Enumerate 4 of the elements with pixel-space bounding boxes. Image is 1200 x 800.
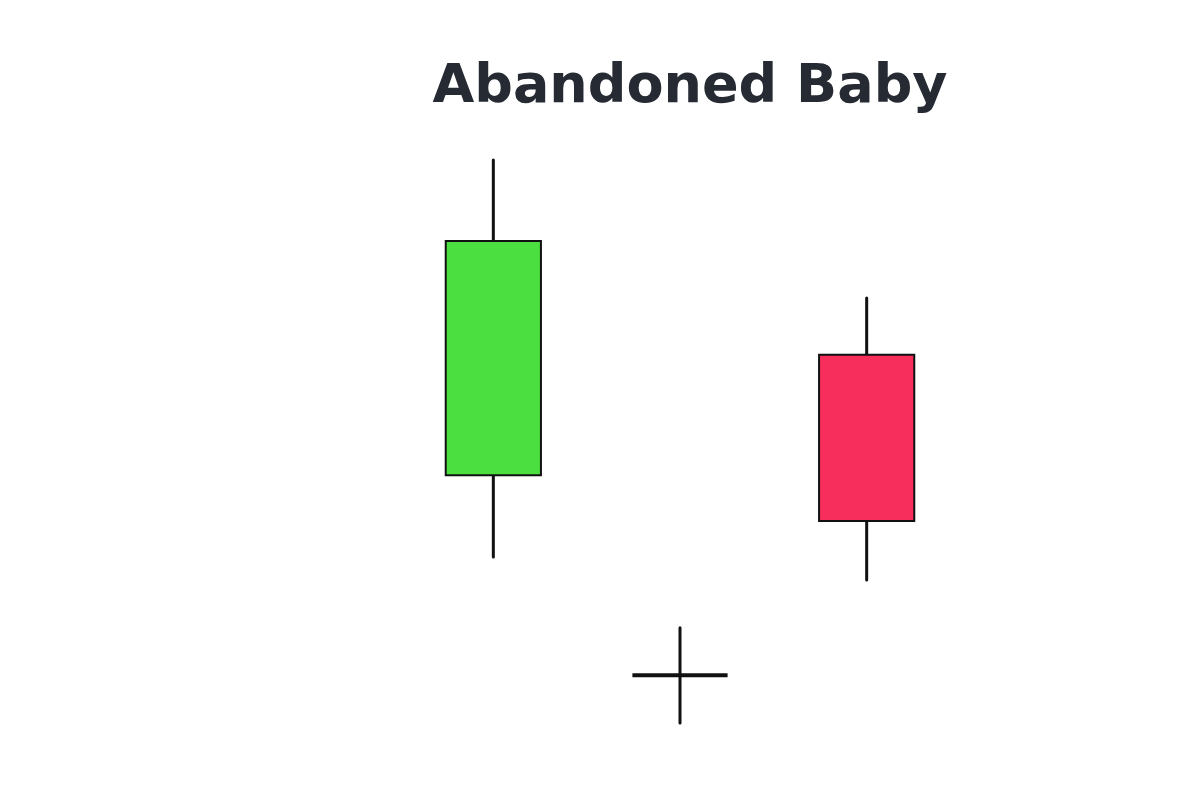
- chart-title: Abandoned Baby: [431, 52, 949, 115]
- candlestick: [632, 626, 728, 725]
- candlestick: [818, 296, 916, 582]
- candlestick: [444, 158, 542, 559]
